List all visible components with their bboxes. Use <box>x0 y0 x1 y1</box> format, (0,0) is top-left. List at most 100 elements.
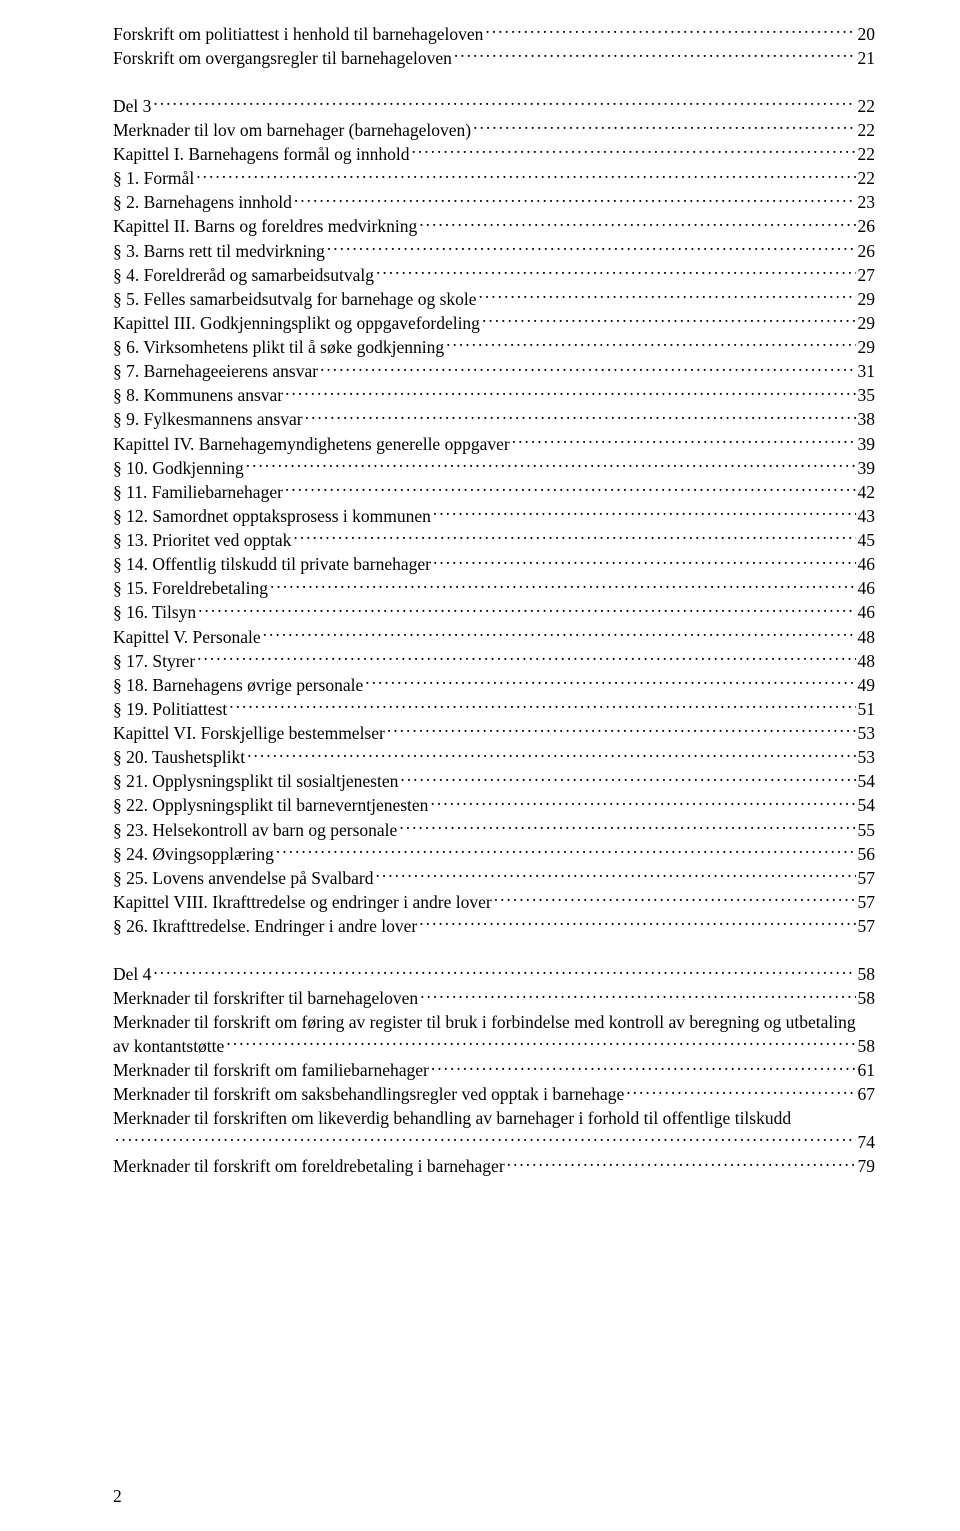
toc-entry-label: Merknader til lov om barnehager (barneha… <box>113 119 471 143</box>
toc-entry: § 1. Formål22 <box>113 167 875 191</box>
toc-entry: Kapittel II. Barns og foreldres medvirkn… <box>113 215 875 239</box>
toc-entry: § 20. Taushetsplikt53 <box>113 746 875 770</box>
toc-entry-page: 26 <box>858 240 876 264</box>
toc-entry-page: 22 <box>858 167 876 191</box>
toc-entry-page: 23 <box>858 191 876 215</box>
toc-entry: Forskrift om overgangsregler til barneha… <box>113 46 875 70</box>
toc-dot-leader <box>226 1035 855 1053</box>
toc-entry: § 23. Helsekontroll av barn og personale… <box>113 818 875 842</box>
toc-entry: § 8. Kommunens ansvar35 <box>113 384 875 408</box>
toc-entry-page: 58 <box>858 987 876 1011</box>
toc-entry-label: Merknader til forskrift om saksbehandlin… <box>113 1083 624 1107</box>
toc-entry-page: 51 <box>858 698 876 722</box>
toc-dot-leader <box>430 794 855 812</box>
toc-entry: § 24. Øvingsopplæring56 <box>113 842 875 866</box>
toc-entry-label: § 20. Taushetsplikt <box>113 746 245 770</box>
toc-entry-label: § 23. Helsekontroll av barn og personale <box>113 819 397 843</box>
toc-dot-leader <box>419 915 855 933</box>
toc-dot-leader <box>198 601 855 619</box>
toc-entry: Forskrift om politiattest i henhold til … <box>113 22 875 46</box>
toc-dot-leader <box>400 770 855 788</box>
toc-entry: Merknader til lov om barnehager (barneha… <box>113 118 875 142</box>
toc-entry-label: § 6. Virksomhetens plikt til å søke godk… <box>113 336 444 360</box>
table-of-contents: Forskrift om politiattest i henhold til … <box>113 22 875 1179</box>
toc-entry: § 12. Samordnet opptaksprosess i kommune… <box>113 504 875 528</box>
toc-dot-leader <box>420 987 855 1005</box>
toc-entry: § 7. Barnehageeierens ansvar31 <box>113 360 875 384</box>
toc-entry-label: § 26. Ikrafttredelse. Endringer i andre … <box>113 915 417 939</box>
toc-entry-page: 79 <box>858 1155 876 1179</box>
toc-entry-page: 48 <box>858 650 876 674</box>
toc-entry: § 21. Opplysningsplikt til sosialtjenest… <box>113 770 875 794</box>
toc-dot-leader <box>293 529 855 547</box>
toc-entry-page: 22 <box>858 95 876 119</box>
toc-entry-page: 58 <box>858 1035 876 1059</box>
toc-entry-page: 39 <box>858 457 876 481</box>
toc-entry-label: § 13. Prioritet ved opptak <box>113 529 291 553</box>
toc-entry-label: Merknader til forskrifter til barnehagel… <box>113 987 418 1011</box>
toc-entry-page: 22 <box>858 119 876 143</box>
toc-entry-label: § 11. Familiebarnehager <box>113 481 283 505</box>
toc-entry: Kapittel V. Personale48 <box>113 625 875 649</box>
toc-dot-leader <box>270 577 855 595</box>
toc-dot-leader <box>399 818 855 836</box>
toc-dot-leader <box>320 360 855 378</box>
toc-entry-page: 29 <box>858 336 876 360</box>
toc-group-spacer <box>113 70 875 94</box>
toc-entry: Del 322 <box>113 94 875 118</box>
toc-entry-page: 43 <box>858 505 876 529</box>
toc-dot-leader <box>365 673 855 691</box>
toc-entry-page: 27 <box>858 264 876 288</box>
toc-entry-label: § 3. Barns rett til medvirkning <box>113 240 325 264</box>
toc-entry-page: 29 <box>858 288 876 312</box>
toc-entry-page: 74 <box>858 1131 876 1155</box>
toc-entry: § 17. Styrer48 <box>113 649 875 673</box>
toc-entry-wrap-line1: Merknader til forskriften om likeverdig … <box>113 1107 875 1131</box>
toc-entry-page: 58 <box>858 963 876 987</box>
toc-dot-leader <box>482 311 856 329</box>
toc-entry-page: 42 <box>858 481 876 505</box>
toc-entry-page: 39 <box>858 433 876 457</box>
toc-dot-leader <box>263 625 856 643</box>
toc-dot-leader <box>247 746 855 764</box>
toc-entry-label: § 9. Fylkesmannens ansvar <box>113 408 303 432</box>
toc-entry: § 13. Prioritet ved opptak 45 <box>113 529 875 553</box>
toc-entry-label: § 16. Tilsyn <box>113 601 196 625</box>
toc-entry: Kapittel III. Godkjenningsplikt og oppga… <box>113 311 875 335</box>
toc-entry-label: Kapittel III. Godkjenningsplikt og oppga… <box>113 312 480 336</box>
toc-entry-label: § 15. Foreldrebetaling <box>113 577 268 601</box>
toc-entry-label: Kapittel IV. Barnehagemyndighetens gener… <box>113 433 510 457</box>
toc-entry: Del 4 58 <box>113 963 875 987</box>
toc-entry-page: 54 <box>858 794 876 818</box>
toc-entry-label: § 14. Offentlig tilskudd til private bar… <box>113 553 431 577</box>
toc-entry-label: Kapittel VIII. Ikrafttredelse og endring… <box>113 891 492 915</box>
toc-dot-leader <box>285 480 856 498</box>
toc-dot-leader <box>387 722 856 740</box>
toc-entry-label: Del 4 <box>113 963 151 987</box>
toc-entry-page: 67 <box>858 1083 876 1107</box>
toc-dot-leader <box>433 504 856 522</box>
toc-entry: Merknader til forskrifter til barnehagel… <box>113 987 875 1011</box>
toc-dot-leader <box>479 287 856 305</box>
toc-entry: § 4. Foreldreråd og samarbeidsutvalg27 <box>113 263 875 287</box>
toc-entry-page: 26 <box>858 215 876 239</box>
toc-entry: § 14. Offentlig tilskudd til private bar… <box>113 553 875 577</box>
toc-entry-page: 57 <box>858 915 876 939</box>
toc-dot-leader <box>454 46 856 64</box>
toc-entry-label: § 18. Barnehagens øvrige personale <box>113 674 363 698</box>
toc-entry-label: § 21. Opplysningsplikt til sosialtjenest… <box>113 770 398 794</box>
toc-entry-page: 20 <box>858 23 876 47</box>
toc-entry: Kapittel VIII. Ikrafttredelse og endring… <box>113 890 875 914</box>
toc-dot-leader <box>431 1059 856 1077</box>
toc-entry: Merknader til forskrift om saksbehandlin… <box>113 1083 875 1107</box>
toc-entry: § 9. Fylkesmannens ansvar38 <box>113 408 875 432</box>
toc-entry-page: 45 <box>858 529 876 553</box>
toc-entry: § 22. Opplysningsplikt til barneverntjen… <box>113 794 875 818</box>
toc-entry-wrap-line1: Merknader til forskrift om føring av reg… <box>113 1011 875 1035</box>
toc-entry: § 6. Virksomhetens plikt til å søke godk… <box>113 336 875 360</box>
toc-entry: § 2. Barnehagens innhold23 <box>113 191 875 215</box>
toc-entry: § 3. Barns rett til medvirkning 26 <box>113 239 875 263</box>
toc-dot-leader <box>153 94 855 112</box>
toc-entry: 74 <box>113 1131 875 1155</box>
toc-entry-label: § 22. Opplysningsplikt til barneverntjen… <box>113 794 428 818</box>
